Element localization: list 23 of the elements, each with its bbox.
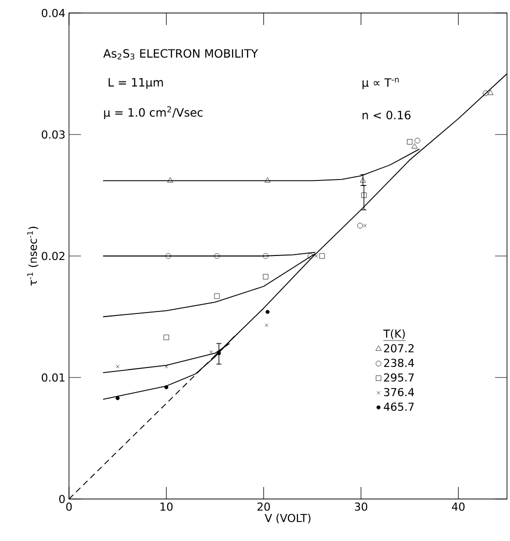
x-tick-label: 30	[354, 502, 368, 511]
y-tick-label: 0.02	[42, 252, 64, 260]
y-tick-label: 0.04	[42, 8, 65, 18]
annotation: μ ∝ T$^{-n}$	[362, 78, 399, 90]
legend-title: T(K)	[383, 329, 405, 340]
annotation: As$_{2}$S$_{3}$ ELECTRON MOBILITY	[103, 49, 258, 60]
y-tick-label: 0	[59, 494, 65, 504]
annotation: n < 0.16	[362, 110, 411, 120]
x-tick-label: 10	[160, 502, 173, 511]
x-tick-label: 0	[66, 502, 72, 511]
legend-label: 238.4	[384, 358, 414, 368]
y-tick-label: 0.01	[42, 373, 64, 382]
x-tick-label: 20	[257, 502, 270, 511]
legend-label: 376.4	[384, 388, 414, 396]
x-tick-label: 40	[452, 502, 465, 511]
legend-label: 465.7	[384, 402, 414, 411]
x-axis-title: V (VOLT)	[264, 514, 310, 524]
legend-label: 295.7	[384, 373, 414, 382]
annotation: μ = 1.0 cm$^{2}$/Vsec	[104, 106, 203, 119]
annotation: L = 11μm	[108, 78, 163, 89]
legend-label: 207.2	[384, 344, 414, 352]
y-tick-label: 0.03	[42, 130, 65, 139]
y-axis-title: τ$^{-1}$ (nsec$^{-1}$)	[27, 226, 38, 286]
